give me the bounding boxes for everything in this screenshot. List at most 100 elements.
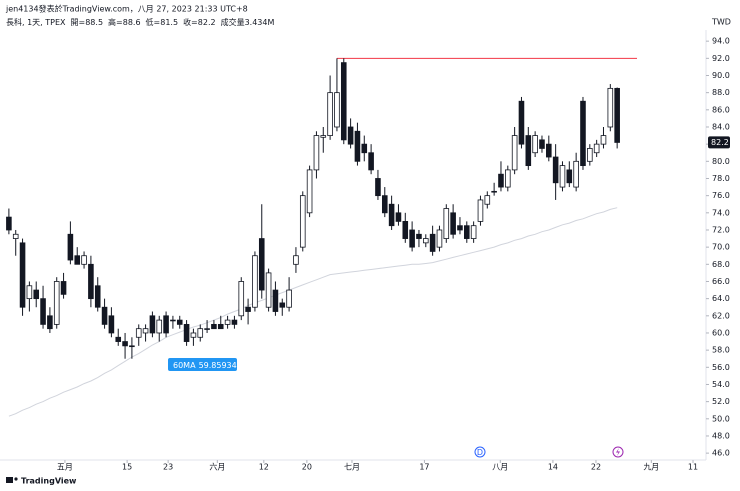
y-tick-label: 50.0 — [712, 414, 730, 423]
candle-body — [286, 289, 292, 308]
candle-body — [272, 289, 279, 312]
y-tick-label: 90.0 — [712, 71, 730, 80]
y-tick-label: 78.0 — [712, 174, 730, 183]
dividend-marker: D — [477, 448, 483, 457]
x-tick-label: 11 — [688, 463, 698, 472]
ma-value: 59.85934482 — [199, 361, 252, 370]
x-tick-label: 七月 — [344, 463, 360, 472]
candle-body — [422, 238, 429, 244]
candle-body — [313, 135, 320, 171]
candle-body — [573, 160, 579, 188]
chart-title: jen4134發表於TradingView.com，八月 27, 2023 21… — [5, 4, 248, 14]
candle-body — [53, 281, 60, 325]
candle-body — [88, 263, 94, 300]
candle-body — [108, 315, 115, 334]
ma-tooltip: 60MA 59.85934482 — [168, 358, 252, 371]
legend-value: 82.2 — [198, 18, 216, 27]
y-tick-label: 72.0 — [712, 225, 730, 234]
candle-body — [354, 130, 361, 162]
candle-body — [129, 345, 135, 348]
candle-body — [122, 341, 128, 347]
legend-value: 88.5 — [85, 18, 103, 27]
candle-body — [293, 255, 299, 265]
y-tick-label: 88.0 — [712, 88, 730, 97]
ma-tooltip-bg — [168, 358, 237, 371]
dividend-icon — [474, 446, 486, 458]
candle-body — [81, 255, 87, 265]
candle-body — [361, 143, 368, 154]
x-tick-label: 22 — [591, 463, 601, 472]
y-tick-label: 74.0 — [712, 208, 730, 217]
candle-body — [409, 229, 415, 248]
candle-body — [477, 199, 484, 222]
candle-body — [40, 298, 46, 325]
candle-body — [552, 156, 559, 184]
candle-body — [156, 319, 163, 334]
candle-body — [217, 323, 224, 330]
candle-body — [197, 328, 204, 338]
candle-body — [306, 169, 313, 214]
candle-body — [19, 242, 26, 308]
y-tick-label: 80.0 — [712, 157, 730, 166]
candle-body — [375, 178, 381, 197]
candle-body — [587, 148, 593, 162]
candle-body — [115, 336, 122, 342]
candle-body — [381, 195, 388, 214]
x-tick-label: 九月 — [643, 463, 659, 472]
candle-body — [238, 281, 245, 317]
y-tick-label: 68.0 — [712, 260, 730, 269]
candle-body — [436, 229, 443, 248]
legend-label: 低= — [146, 17, 161, 27]
price-label: 82.2 — [711, 138, 729, 147]
candle-body — [450, 212, 456, 235]
candle-body — [532, 135, 538, 154]
candle-body — [33, 289, 40, 300]
candle-body — [176, 319, 183, 325]
candle-body — [368, 152, 374, 171]
x-tick-label: 六月 — [209, 462, 225, 472]
candle-body — [142, 328, 149, 334]
candle-body — [299, 195, 306, 248]
candle-body — [470, 225, 477, 239]
y-tick-label: 60.0 — [712, 328, 730, 337]
symbol: 長科, 1天, TPEX — [6, 17, 66, 27]
candle-body — [60, 281, 67, 295]
candle-body — [614, 87, 620, 143]
candle-body — [204, 328, 210, 330]
legend-value: 3.434M — [245, 18, 275, 27]
y-tick-label: 56.0 — [712, 363, 730, 372]
candle-body — [258, 238, 265, 291]
candle-body — [101, 306, 108, 325]
candle-body — [607, 87, 614, 128]
y-tick-label: 66.0 — [712, 277, 730, 286]
ma-name: 60MA — [173, 361, 196, 370]
x-tick-label: 五月 — [57, 463, 73, 472]
candle-body — [163, 315, 169, 334]
candle-body — [26, 285, 33, 300]
candle-body — [580, 100, 586, 167]
candle-body — [6, 216, 12, 231]
x-tick-label: 八月 — [492, 463, 508, 472]
legend-label: 成交量 — [221, 17, 245, 27]
y-tick-label: 76.0 — [712, 191, 730, 200]
price-label-bg — [708, 136, 730, 149]
y-tick-label: 48.0 — [712, 431, 730, 440]
candle-body — [67, 233, 74, 261]
candle-body — [74, 255, 81, 265]
candle-body — [395, 212, 402, 222]
legend-label: 開= — [71, 18, 86, 27]
y-tick-label: 58.0 — [712, 346, 730, 355]
legend-label: 高= — [108, 17, 123, 27]
candle-body — [498, 173, 504, 188]
candle-body — [559, 165, 566, 188]
ma-line — [8, 207, 618, 417]
candle-body — [566, 169, 573, 184]
candle-body — [511, 135, 518, 171]
candle-body — [484, 195, 491, 205]
candle-body — [47, 315, 53, 330]
brand-logo: TradingView — [6, 477, 77, 486]
brand: TradingView — [21, 477, 77, 486]
candle-body — [320, 135, 327, 138]
candle-body — [443, 208, 450, 239]
